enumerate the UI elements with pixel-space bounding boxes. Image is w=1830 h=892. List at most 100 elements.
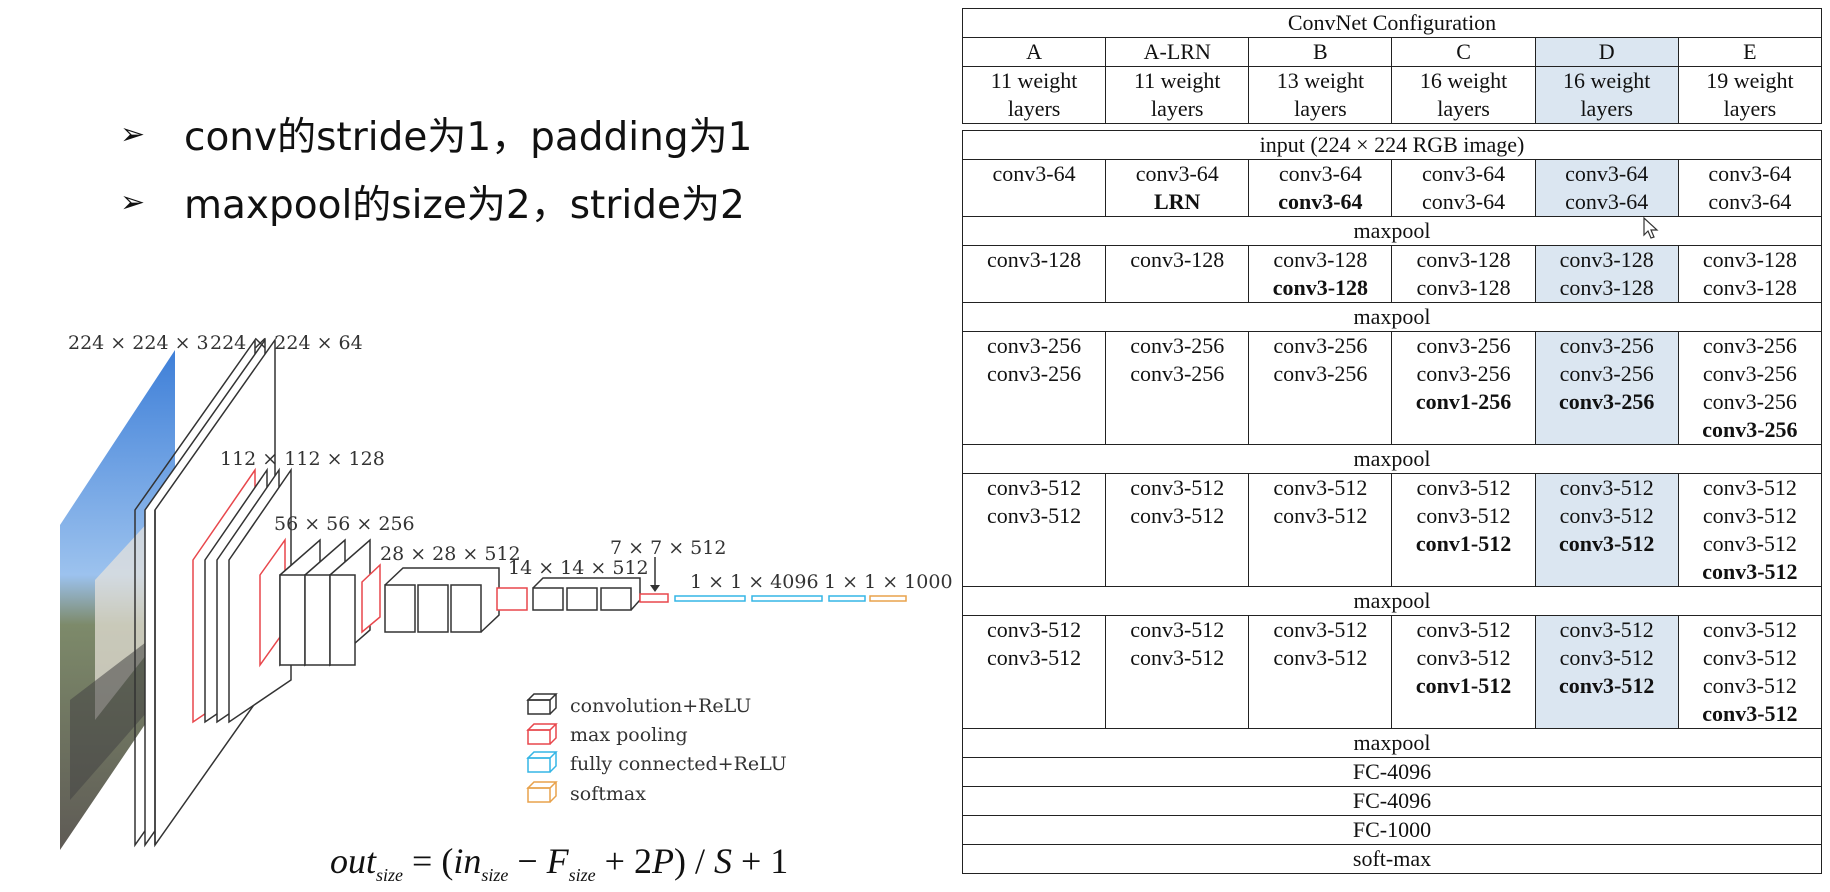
conv-block-cell: conv3-64 conv3-64 xyxy=(1248,159,1393,217)
layer-label: conv3-128 xyxy=(1416,275,1511,300)
column-subheader: 11 weight layers xyxy=(961,66,1107,124)
layer-label: conv3-64 xyxy=(992,161,1076,186)
layer-label: conv3-256 xyxy=(1559,389,1655,414)
column-header: B xyxy=(1248,37,1393,67)
dim-label-pool5: 7 × 7 × 512 xyxy=(610,537,726,559)
conv-block-cell: conv3-128 conv3-128 xyxy=(1534,245,1679,303)
fc-block xyxy=(639,557,907,603)
formula-in-sub: size xyxy=(481,865,509,885)
conv-block-cell: conv3-256 conv3-256 conv1-256 xyxy=(1391,331,1536,445)
subheader-line: layers xyxy=(1150,96,1204,121)
layer-label: conv3-512 xyxy=(1416,503,1511,528)
subheader-line: 19 weight xyxy=(1706,68,1794,93)
maxpool-row: maxpool xyxy=(962,586,1822,616)
conv-block-cell: conv3-512 conv3-512 xyxy=(961,473,1107,587)
conv-block-cell: conv3-512 conv3-512 xyxy=(1105,473,1250,587)
conv-block-cell: conv3-128 conv3-128 xyxy=(1391,245,1536,303)
conv-block-row: conv3-512 conv3-512 conv3-512 conv3-512 conv… xyxy=(961,473,1823,587)
column-subheader: 13 weight layers xyxy=(1248,66,1393,124)
layer-label: conv3-64 xyxy=(1565,161,1649,186)
column-subheader: 16 weight layers xyxy=(1534,66,1679,124)
layer-label: LRN xyxy=(1154,189,1201,214)
formula-s: S xyxy=(713,841,732,881)
conv-block-row: conv3-256 conv3-256 conv3-256 conv3-256 conv… xyxy=(961,331,1823,445)
layer-label: conv3-512 xyxy=(1416,645,1511,670)
legend-item: fully connected+ReLU xyxy=(526,751,787,775)
bullet-item: ➢ conv的stride为1，padding为1 xyxy=(120,100,752,168)
layer-label: conv3-64 xyxy=(1708,161,1792,186)
layer-label: conv3-512 xyxy=(1702,617,1797,642)
conv-block-cell: conv3-64 conv3-64 xyxy=(1677,159,1823,217)
formula-in: in xyxy=(453,841,482,881)
layer-label: conv3-512 xyxy=(1416,617,1511,642)
conv-block-cell: conv3-512 conv3-512 xyxy=(1248,473,1393,587)
tail-row: maxpool xyxy=(962,728,1822,758)
conv-block-row: conv3-512 conv3-512 conv3-512 conv3-512 conv… xyxy=(961,615,1823,729)
maxpool-row: maxpool xyxy=(962,302,1822,332)
layer-label: conv3-64 xyxy=(1422,189,1506,214)
input-cell: input (224 × 224 RGB image) xyxy=(962,130,1822,160)
layer-label: conv3-128 xyxy=(1559,247,1654,272)
table-column-header-row: A A-LRN B C D E xyxy=(961,37,1823,67)
layer-label: conv3-512 xyxy=(1130,475,1225,500)
bullet-list: ➢ conv的stride为1，padding为1 ➢ maxpool的size… xyxy=(120,100,752,236)
conv-block-cell: conv3-512 conv3-512 conv3-512 conv3-512 xyxy=(1677,473,1823,587)
conv-block-row: conv3-64 conv3-64 LRN conv3-64 conv3-64 conv3… xyxy=(961,159,1823,217)
convnet-config-table: ConvNet Configuration A A-LRN B C D E 11… xyxy=(961,8,1823,874)
column-subheader: 16 weight layers xyxy=(1391,66,1536,124)
column-header: E xyxy=(1677,37,1823,67)
formula-out-sub: size xyxy=(376,865,404,885)
subheader-line: layers xyxy=(1723,96,1777,121)
layer-label: conv3-128 xyxy=(987,247,1082,272)
conv-block-cell: conv3-512 conv3-512 conv3-512 conv3-512 xyxy=(1677,615,1823,729)
conv-block-cell: conv3-128 conv3-128 xyxy=(1677,245,1823,303)
layer-label: conv3-512 xyxy=(1130,617,1225,642)
vgg-architecture-diagram: 224 × 224 × 3 224 × 224 × 64 112 × 112 ×… xyxy=(0,320,960,860)
layer-label: conv3-512 xyxy=(1273,617,1368,642)
dim-label-conv2: 112 × 112 × 128 xyxy=(220,448,385,470)
layer-label: conv3-512 xyxy=(1273,645,1368,670)
diagram-legend: convolution+ReLU max pooling fully conne… xyxy=(526,693,787,805)
formula-eq: = ( xyxy=(403,841,454,881)
subheader-line: 13 weight xyxy=(1276,68,1365,93)
conv-block-row: conv3-128 conv3-128 conv3-128 conv3-128 conv… xyxy=(961,245,1823,303)
column-header: A xyxy=(961,37,1107,67)
conv-block-cell: conv3-512 conv3-512 conv1-512 xyxy=(1391,615,1536,729)
layer-label: conv3-256 xyxy=(1273,361,1368,386)
architecture-svg: 224 × 224 × 3 224 × 224 × 64 112 × 112 ×… xyxy=(60,332,953,850)
maxpool-cell: maxpool xyxy=(962,444,1822,474)
tail-cell: FC-4096 xyxy=(962,757,1822,787)
conv-block-cell: conv3-256 conv3-256 xyxy=(1105,331,1250,445)
layer-label: conv3-512 xyxy=(1416,475,1511,500)
layer-label: conv1-512 xyxy=(1415,531,1512,556)
formula-end: + 1 xyxy=(731,841,789,881)
subheader-line: 11 weight xyxy=(1133,68,1221,93)
dim-label-input: 224 × 224 × 3 xyxy=(68,332,209,354)
input-row: input (224 × 224 RGB image) xyxy=(962,130,1822,160)
legend-label: max pooling xyxy=(570,724,688,746)
dim-label-fc: 1 × 1 × 4096 xyxy=(690,571,819,593)
conv-block-cell: conv3-512 conv3-512 xyxy=(961,615,1107,729)
arrow-bullet-icon: ➢ xyxy=(120,184,146,220)
dim-label-conv1: 224 × 224 × 64 xyxy=(210,332,363,354)
layer-label: conv3-512 xyxy=(1559,645,1654,670)
layer-label: conv3-64 xyxy=(1708,189,1792,214)
layer-label: conv3-512 xyxy=(1702,559,1798,584)
maxpool-cell: maxpool xyxy=(962,302,1822,332)
layer-label: conv3-512 xyxy=(1559,673,1655,698)
layer-label: conv3-256 xyxy=(987,333,1082,358)
column-subheader: 19 weight layers xyxy=(1677,66,1823,124)
layer-label: conv3-256 xyxy=(987,361,1082,386)
maxpool-row: maxpool xyxy=(962,216,1822,246)
layer-label: conv3-128 xyxy=(1416,247,1511,272)
layer-label: conv3-64 xyxy=(1422,161,1506,186)
layer-label: conv3-256 xyxy=(1130,361,1225,386)
layer-label: conv3-512 xyxy=(987,617,1082,642)
layer-label: conv3-128 xyxy=(1130,247,1225,272)
legend-label: fully connected+ReLU xyxy=(570,753,787,775)
arrow-bullet-icon: ➢ xyxy=(120,116,146,152)
subheader-line: 11 weight xyxy=(990,68,1078,93)
layer-label: conv3-128 xyxy=(1273,247,1368,272)
subheader-line: 16 weight xyxy=(1563,68,1651,93)
dim-label-conv5: 14 × 14 × 512 xyxy=(508,557,649,579)
